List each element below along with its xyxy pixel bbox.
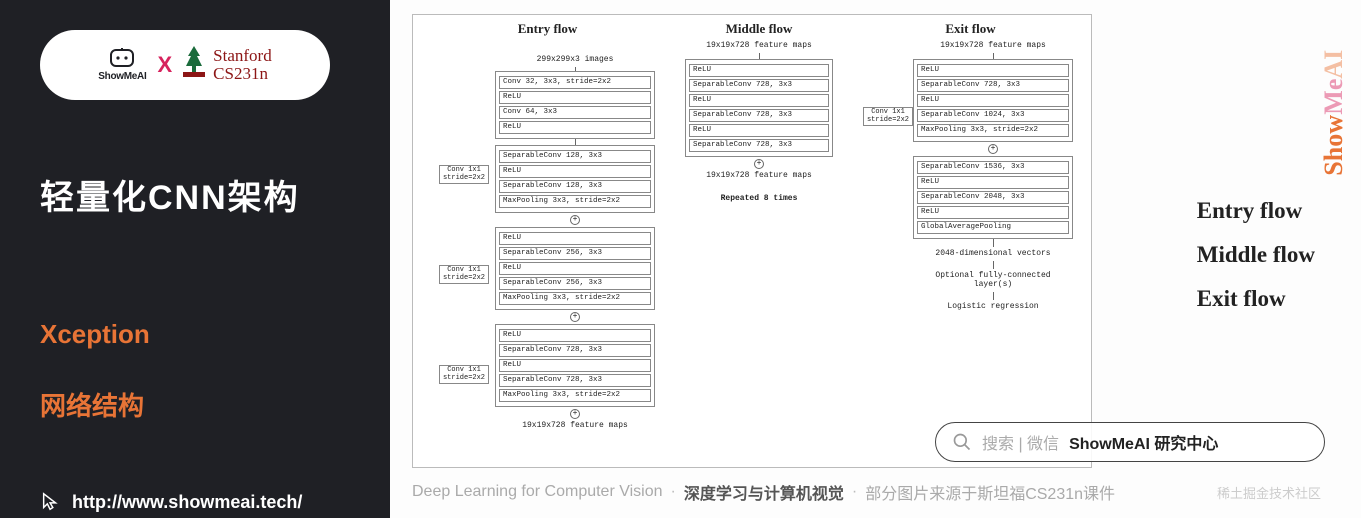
showmeai-label: ShowMeAI (98, 71, 146, 82)
entry-input: 299x299x3 images (495, 55, 655, 64)
sidebar: ShowMeAI X Stanford CS231n 轻量化CNN架构 Xcep… (0, 0, 390, 518)
vertical-brand: ShowMeAI (1319, 50, 1349, 176)
watermark: 稀土掘金技术社区 (1217, 483, 1321, 502)
stanford-name: Stanford (213, 47, 272, 65)
middle-input: 19x19x728 feature maps (679, 41, 839, 50)
exit-flow-col: Exit flow 19x19x728 feature maps ReLU Se… (863, 15, 1078, 314)
subtitle-model: Xception (40, 319, 362, 350)
x-separator: X (157, 52, 172, 78)
search-placeholder: 搜索 | 微信 (982, 430, 1059, 454)
middle-flow-col: Middle flow 19x19x728 feature maps ReLU … (679, 15, 839, 206)
site-link[interactable]: http://www.showmeai.tech/ (40, 491, 362, 513)
plus-icon: + (570, 409, 580, 419)
main: Entry flow 299x299x3 images Conv 32, 3x3… (390, 0, 1361, 518)
flow-legend: Entry flow Middle flow Exit flow (1197, 180, 1315, 330)
stanford-course: CS231n (213, 65, 272, 83)
middle-note: Repeated 8 times (679, 194, 839, 203)
search-brand: ShowMeAI 研究中心 (1069, 430, 1218, 454)
subtitle-topic: 网络结构 (40, 386, 362, 423)
exit-post2: Optional fully-connected layer(s) (913, 271, 1073, 289)
footer-credit: 部分图片来源于斯坦福CS231n课件 (865, 480, 1115, 504)
exit-block1: ReLU SeparableConv 728, 3x3 ReLU Separab… (913, 59, 1073, 142)
plus-icon: + (570, 312, 580, 322)
exit-post1: 2048-dimensional vectors (913, 249, 1073, 258)
page-title: 轻量化CNN架构 (40, 170, 362, 219)
entry-side2: Conv 1x1 stride=2x2 (439, 265, 489, 284)
legend-entry: Entry flow (1197, 198, 1315, 224)
entry-block0: Conv 32, 3x3, stride=2x2 ReLU Conv 64, 3… (495, 71, 655, 139)
exit-side1: Conv 1x1 stride=2x2 (863, 107, 913, 126)
footer-en: Deep Learning for Computer Vision (412, 483, 663, 501)
entry-side3: Conv 1x1 stride=2x2 (439, 365, 489, 384)
entry-title: Entry flow (435, 21, 660, 37)
entry-block1: SeparableConv 128, 3x3 ReLU SeparableCon… (495, 145, 655, 213)
site-url: http://www.showmeai.tech/ (72, 492, 302, 513)
stanford-tree-icon (183, 44, 205, 86)
entry-side1: Conv 1x1 stride=2x2 (439, 165, 489, 184)
entry-flow-col: Entry flow 299x299x3 images Conv 32, 3x3… (435, 15, 660, 41)
plus-icon: + (988, 144, 998, 154)
entry-block3: ReLU SeparableConv 728, 3x3 ReLU Separab… (495, 324, 655, 407)
stanford-text: Stanford CS231n (213, 47, 272, 83)
xception-diagram: Entry flow 299x299x3 images Conv 32, 3x3… (412, 14, 1092, 468)
search-pill[interactable]: 搜索 | 微信 ShowMeAI 研究中心 (935, 422, 1325, 462)
logo-badge: ShowMeAI X Stanford CS231n (40, 30, 330, 100)
exit-post3: Logistic regression (913, 302, 1073, 311)
search-icon (952, 432, 972, 452)
plus-icon: + (754, 159, 764, 169)
legend-middle: Middle flow (1197, 242, 1315, 268)
footer: Deep Learning for Computer Vision · 深度学习… (412, 480, 1341, 504)
exit-input: 19x19x728 feature maps (913, 41, 1073, 50)
legend-exit: Exit flow (1197, 286, 1315, 312)
entry-block2: ReLU SeparableConv 256, 3x3 ReLU Separab… (495, 227, 655, 310)
middle-block: ReLU SeparableConv 728, 3x3 ReLU Separab… (685, 59, 833, 157)
plus-icon: + (570, 215, 580, 225)
showmeai-logo: ShowMeAI (98, 48, 146, 82)
cursor-icon (40, 491, 62, 513)
exit-title: Exit flow (863, 21, 1078, 37)
entry-output: 19x19x728 feature maps (495, 421, 655, 430)
middle-title: Middle flow (679, 21, 839, 37)
exit-block2: SeparableConv 1536, 3x3 ReLU SeparableCo… (913, 156, 1073, 239)
footer-cn: 深度学习与计算机视觉 (684, 480, 844, 504)
middle-output: 19x19x728 feature maps (679, 171, 839, 180)
